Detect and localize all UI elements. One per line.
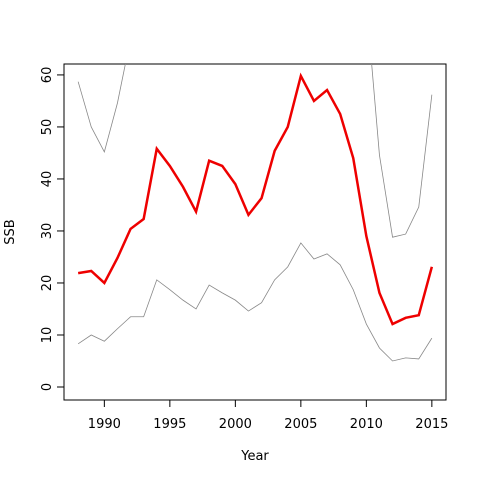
y-tick-label: 60 bbox=[40, 67, 55, 84]
plot-frame bbox=[63, 63, 447, 401]
x-tick-label: 2000 bbox=[219, 417, 252, 432]
x-tick-label: 2010 bbox=[350, 417, 383, 432]
x-tick-label: 1995 bbox=[153, 417, 186, 432]
x-tick-label: 1990 bbox=[88, 417, 121, 432]
series-line bbox=[77, 64, 433, 238]
x-tick-label: 2005 bbox=[284, 417, 317, 432]
x-axis-label: Year bbox=[240, 449, 269, 464]
y-tick-label: 10 bbox=[40, 327, 55, 344]
series-line bbox=[77, 72, 434, 326]
y-tick-label: 50 bbox=[40, 119, 55, 136]
y-axis-label: SSB bbox=[3, 219, 18, 244]
x-tick-label: 2015 bbox=[415, 417, 448, 432]
y-tick-label: 0 bbox=[40, 383, 55, 391]
series-line bbox=[77, 242, 433, 362]
y-tick-label: 40 bbox=[40, 171, 55, 188]
y-tick-label: 20 bbox=[40, 275, 55, 292]
y-tick-label: 30 bbox=[40, 223, 55, 240]
